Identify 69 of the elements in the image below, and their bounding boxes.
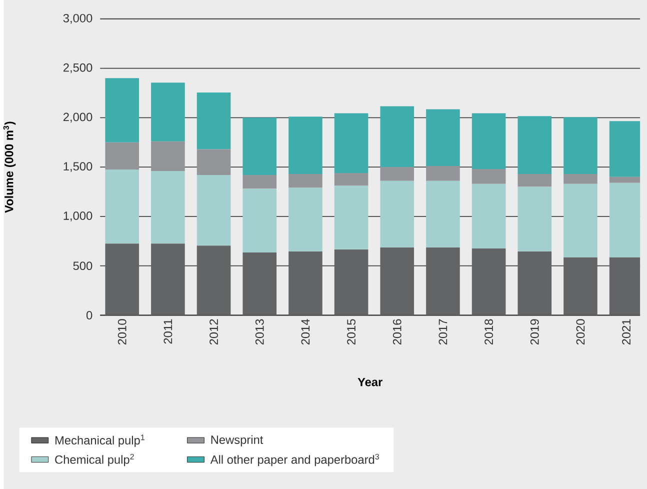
bar <box>380 166 414 181</box>
bar <box>105 169 140 244</box>
bar <box>380 180 414 248</box>
bar <box>151 243 185 316</box>
bar <box>426 166 460 181</box>
bar <box>196 149 231 175</box>
bar <box>518 251 552 316</box>
y-tick-label: 2,000 <box>63 112 92 122</box>
bar <box>564 174 598 184</box>
y-tick-label: 500 <box>73 262 92 270</box>
x-tick-label: 2013 <box>255 319 264 344</box>
x-tick-label: 2010 <box>118 319 126 344</box>
y-tick-label: 1,500 <box>64 162 92 172</box>
bar <box>426 109 460 166</box>
y-tick-label: 2,500 <box>63 63 92 74</box>
bar <box>242 188 277 252</box>
legend-label: Chemical pulp$^{2}$ <box>55 454 134 466</box>
y-axis-title: Volume (000 m$^{3}$) <box>3 122 16 213</box>
bar <box>518 116 552 174</box>
x-tick-label: 2014 <box>301 318 310 344</box>
x-tick-label: 2018 <box>484 319 493 344</box>
bar <box>105 142 140 170</box>
bar <box>288 188 322 252</box>
bar <box>564 117 598 174</box>
bar <box>334 113 368 173</box>
legend-label: Newsprint <box>211 435 264 446</box>
x-tick-label: 2012 <box>210 319 218 344</box>
x-axis-title: Year <box>358 378 382 386</box>
x-tick-label: 2021 <box>622 319 631 344</box>
bar <box>472 113 506 169</box>
bar <box>288 174 322 188</box>
x-tick-label: 2020 <box>576 319 585 344</box>
x-tick-label: 2011 <box>164 319 172 344</box>
bar <box>151 82 185 142</box>
bar <box>151 170 185 244</box>
bar <box>426 180 460 248</box>
bar <box>288 116 322 174</box>
bar <box>564 184 598 258</box>
x-tick-label: 2015 <box>347 319 356 344</box>
bar <box>288 251 322 316</box>
bar <box>380 106 414 167</box>
bar <box>472 168 506 184</box>
bar <box>105 78 140 142</box>
bar <box>334 186 368 250</box>
legend-label: Mechanical pulp$^{1}$ <box>55 434 144 447</box>
bar <box>564 257 598 316</box>
bar <box>151 141 185 171</box>
y-tick-label: 1,000 <box>64 211 92 222</box>
bar <box>426 247 460 316</box>
bar <box>518 174 552 187</box>
bar <box>334 172 368 186</box>
bar <box>518 186 552 252</box>
y-tick-label: 3,000 <box>63 14 92 24</box>
bar <box>105 243 140 316</box>
bar <box>334 249 368 316</box>
x-tick-label: 2016 <box>392 319 402 344</box>
bar <box>242 252 277 316</box>
bar <box>472 248 506 316</box>
bar <box>196 92 231 150</box>
legend-label: All other paper and paperboard$^{3}$ <box>210 454 379 466</box>
bar <box>196 174 231 246</box>
bar <box>242 174 277 189</box>
x-tick-label: 2019 <box>530 319 539 344</box>
bar <box>380 247 414 316</box>
bar <box>242 118 277 175</box>
x-tick-label: 2017 <box>438 319 448 344</box>
bar <box>196 245 231 316</box>
bar <box>472 184 506 248</box>
y-tick-label: 0 <box>86 310 92 320</box>
